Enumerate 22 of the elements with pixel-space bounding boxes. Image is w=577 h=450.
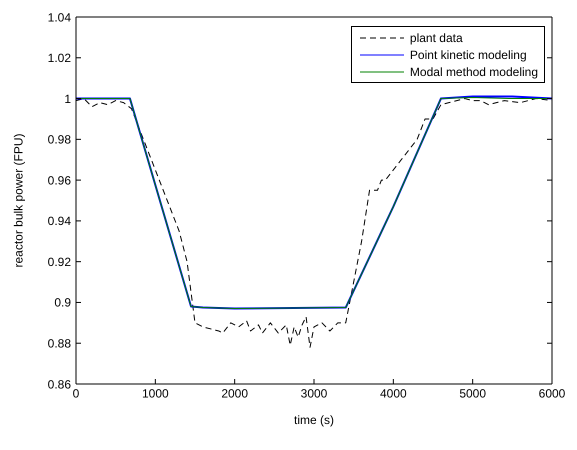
x-tick-label: 0 [72, 386, 80, 401]
x-axis-title: time (s) [294, 413, 334, 427]
legend-label: plant data [410, 30, 463, 44]
y-tick-label: 0.9 [54, 296, 72, 310]
x-tick-label: 6000 [538, 386, 566, 401]
y-axis-title: reactor bulk power (FPU) [11, 133, 26, 268]
legend-label: Point kinetic modeling [410, 48, 527, 62]
y-tick-label: 1 [64, 92, 72, 106]
y-tick-label: 0.92 [48, 254, 72, 269]
y-tick-label: 0.96 [48, 173, 72, 188]
legend-label: Modal method modeling [410, 64, 538, 78]
x-tick-label: 1000 [142, 386, 170, 401]
x-tick-label: 2000 [221, 386, 248, 401]
x-tick-label: 5000 [459, 386, 486, 401]
y-tick-label: 0.86 [48, 377, 72, 392]
y-tick-label: 0.88 [48, 336, 72, 350]
y-tick-label: 1.04 [48, 10, 72, 24]
y-tick-label: 1.02 [48, 51, 72, 66]
y-tick-label: 0.94 [48, 214, 72, 228]
x-tick-label: 3000 [300, 386, 328, 401]
y-tick-label: 0.98 [48, 132, 72, 147]
x-tick-label: 4000 [380, 386, 408, 401]
